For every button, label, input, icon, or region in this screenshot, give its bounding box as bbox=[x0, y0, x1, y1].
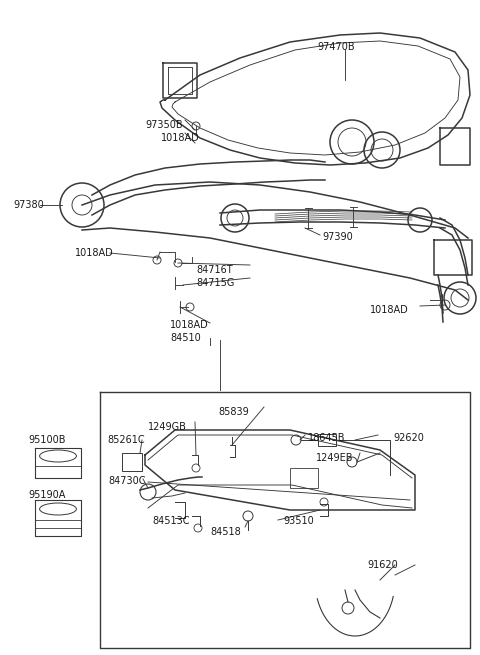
Text: 84730C: 84730C bbox=[108, 476, 145, 486]
Text: 1018AD: 1018AD bbox=[170, 320, 209, 330]
Text: 92620: 92620 bbox=[393, 433, 424, 443]
Text: 95100B: 95100B bbox=[28, 435, 65, 445]
Text: 84513C: 84513C bbox=[152, 516, 190, 526]
Text: 85261C: 85261C bbox=[107, 435, 144, 445]
Text: 85839: 85839 bbox=[218, 407, 249, 417]
Text: 1018AD: 1018AD bbox=[75, 248, 114, 258]
Text: 97470B: 97470B bbox=[317, 42, 355, 52]
Text: 1018AD: 1018AD bbox=[161, 133, 200, 143]
Text: 91620: 91620 bbox=[367, 560, 398, 570]
Text: 84518: 84518 bbox=[210, 527, 241, 537]
Text: 97350B: 97350B bbox=[145, 120, 182, 130]
Text: 84510: 84510 bbox=[170, 333, 201, 343]
Text: 97390: 97390 bbox=[322, 232, 353, 242]
Text: 18645B: 18645B bbox=[308, 433, 346, 443]
Text: 84715G: 84715G bbox=[196, 278, 234, 288]
Text: 1018AD: 1018AD bbox=[370, 305, 409, 315]
Text: 93510: 93510 bbox=[283, 516, 314, 526]
Text: 1249EB: 1249EB bbox=[316, 453, 353, 463]
Text: 95190A: 95190A bbox=[28, 490, 65, 500]
Text: 84716T: 84716T bbox=[196, 265, 233, 275]
Text: 1249GB: 1249GB bbox=[148, 422, 187, 432]
Text: 97380: 97380 bbox=[13, 200, 44, 210]
